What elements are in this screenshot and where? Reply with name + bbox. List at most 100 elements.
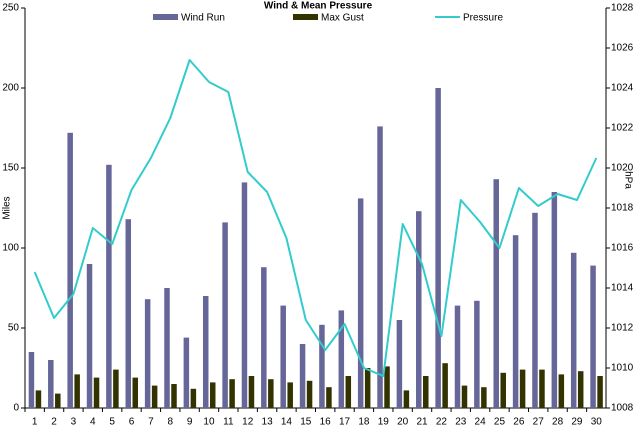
bar xyxy=(403,390,410,408)
bar xyxy=(590,265,596,408)
bar xyxy=(396,320,403,408)
x-tick-label: 24 xyxy=(475,417,487,428)
x-tick-label: 29 xyxy=(571,417,583,428)
y2-tick-label: 1018 xyxy=(611,203,634,214)
bar xyxy=(551,192,558,408)
bar xyxy=(280,305,286,408)
x-tick-label: 2 xyxy=(51,417,57,428)
bar xyxy=(48,360,54,408)
bar xyxy=(512,235,519,408)
bar xyxy=(481,387,487,408)
bar xyxy=(357,198,364,408)
bar xyxy=(106,164,112,408)
bar xyxy=(74,374,80,408)
bar xyxy=(202,296,209,408)
y2-tick-label: 1012 xyxy=(611,323,634,334)
y2-tick-label: 1008 xyxy=(611,403,634,414)
bar xyxy=(190,388,197,408)
y-tick-label: 250 xyxy=(2,3,19,14)
x-tick-label: 11 xyxy=(223,417,234,428)
bar xyxy=(28,352,35,408)
bar xyxy=(144,299,151,408)
bar xyxy=(454,305,461,408)
bar xyxy=(461,385,468,408)
bar xyxy=(268,379,274,408)
bar xyxy=(384,366,390,408)
y-tick-label: 150 xyxy=(2,163,19,174)
y2-tick-label: 1016 xyxy=(611,243,634,254)
bar xyxy=(500,372,506,408)
bar xyxy=(532,212,538,408)
x-tick-label: 6 xyxy=(129,417,135,428)
x-tick-label: 19 xyxy=(378,417,390,428)
bar xyxy=(319,324,325,408)
x-tick-label: 1 xyxy=(32,417,38,428)
legend-swatch xyxy=(293,14,318,20)
bar xyxy=(377,126,383,409)
bar xyxy=(306,380,313,408)
bar xyxy=(570,252,577,408)
bar xyxy=(67,132,73,409)
x-tick-label: 23 xyxy=(455,417,467,428)
x-tick-label: 7 xyxy=(148,417,154,428)
bar xyxy=(229,379,235,408)
chart-title: Wind & Mean Pressure xyxy=(264,1,373,12)
legend-swatch xyxy=(153,14,178,20)
bar xyxy=(423,376,429,408)
x-tick-label: 26 xyxy=(513,417,525,428)
bar xyxy=(93,377,100,408)
bar xyxy=(493,179,499,408)
bar xyxy=(416,211,422,408)
y-axis-label: Miles xyxy=(2,196,13,219)
y-tick-label: 0 xyxy=(13,403,19,414)
x-tick-label: 25 xyxy=(494,417,506,428)
x-tick-label: 4 xyxy=(90,417,96,428)
bar xyxy=(519,369,526,408)
pressure-line xyxy=(33,59,598,377)
bar xyxy=(287,382,293,408)
bar xyxy=(261,267,267,408)
x-tick-label: 22 xyxy=(436,417,448,428)
bar xyxy=(171,384,177,408)
x-tick-label: 10 xyxy=(203,417,215,428)
bar xyxy=(209,382,216,408)
x-tick-label: 17 xyxy=(339,417,351,428)
legend-label: Pressure xyxy=(463,13,503,24)
x-tick-label: 8 xyxy=(167,417,173,428)
bar xyxy=(442,363,448,408)
y2-tick-label: 1026 xyxy=(611,43,634,54)
bar xyxy=(539,369,545,408)
bar xyxy=(435,88,441,408)
y-tick-label: 200 xyxy=(2,83,19,94)
y2-axis-label: hPa xyxy=(622,171,633,189)
x-tick-label: 18 xyxy=(358,417,370,428)
bar xyxy=(55,393,61,408)
legend-label: Wind Run xyxy=(181,13,225,24)
bar xyxy=(364,368,371,408)
bar xyxy=(164,288,170,408)
x-tick-label: 28 xyxy=(552,417,564,428)
x-tick-label: 9 xyxy=(187,417,193,428)
bar xyxy=(113,369,119,408)
x-tick-label: 3 xyxy=(71,417,77,428)
x-tick-label: 12 xyxy=(242,417,254,428)
bar xyxy=(222,222,228,408)
bar xyxy=(345,376,352,408)
bar xyxy=(241,182,248,408)
y2-tick-label: 1024 xyxy=(611,83,634,94)
x-tick-label: 27 xyxy=(533,417,545,428)
bar xyxy=(577,371,584,408)
x-tick-label: 30 xyxy=(591,417,603,428)
bar xyxy=(151,385,158,408)
y2-tick-label: 1028 xyxy=(611,3,634,14)
x-tick-label: 21 xyxy=(416,417,428,428)
bar xyxy=(35,390,42,408)
x-tick-label: 5 xyxy=(109,417,115,428)
bar xyxy=(597,376,603,408)
x-tick-label: 20 xyxy=(397,417,409,428)
x-tick-label: 16 xyxy=(320,417,332,428)
y2-tick-label: 1014 xyxy=(611,283,634,294)
y2-tick-label: 1010 xyxy=(611,363,634,374)
x-tick-label: 14 xyxy=(281,417,293,428)
